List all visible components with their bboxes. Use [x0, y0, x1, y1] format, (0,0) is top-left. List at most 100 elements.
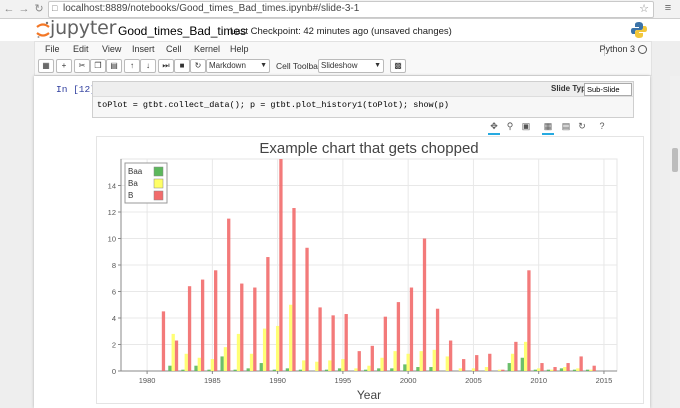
chart-title: Example chart that gets chopped: [259, 140, 478, 157]
browser-menu-icon[interactable]: ≡: [664, 2, 672, 14]
jupyter-logo-text[interactable]: jupyter: [50, 17, 117, 39]
bar-baa: [259, 363, 263, 371]
bar-ba: [275, 325, 280, 371]
menu-insert[interactable]: Insert: [132, 44, 155, 54]
forward-icon[interactable]: →: [18, 3, 30, 15]
help-icon[interactable]: ?: [599, 121, 605, 131]
browser-toolbar: ← → ↻ □ localhost:8889/notebooks/Good_ti…: [0, 0, 680, 19]
chart-toolbar-icon[interactable]: ▩: [390, 59, 406, 73]
move-up-icon[interactable]: ↑: [124, 59, 140, 73]
bar-b: [292, 208, 296, 371]
bar-ba: [210, 359, 215, 371]
page-scrollbar-thumb[interactable]: [672, 148, 678, 172]
reset-icon[interactable]: ↻: [578, 121, 586, 131]
bar-baa: [181, 369, 185, 371]
x-tick-label: 1990: [269, 376, 286, 385]
bar-ba: [523, 341, 528, 371]
chart-container[interactable]: Example chart that gets chopped 0 2 4 6 8 10 12…: [96, 136, 644, 404]
bar-chart[interactable]: Example chart that gets chopped 0 2 4 6 8 10 12…: [97, 137, 643, 403]
legend-label: Ba: [128, 179, 138, 188]
bar-b: [540, 363, 544, 371]
pan-tool-icon[interactable]: ✥: [490, 121, 498, 131]
menu-cell[interactable]: Cell: [166, 44, 182, 54]
bar-b: [422, 238, 427, 371]
jupyter-logo-icon[interactable]: [36, 20, 50, 40]
back-icon[interactable]: ←: [3, 3, 15, 15]
y-tick-label: 4: [112, 314, 116, 323]
tap-tool-icon[interactable]: ▦: [543, 121, 553, 131]
bar-ba: [184, 353, 188, 371]
bar-baa: [429, 367, 433, 371]
menu-file[interactable]: File: [45, 44, 60, 54]
address-bar[interactable]: □ localhost:8889/notebooks/Good_times_Ba…: [48, 1, 654, 18]
bar-ba: [302, 360, 306, 371]
menu-help[interactable]: Help: [230, 44, 249, 54]
bar-b: [279, 159, 283, 371]
bar-baa: [298, 369, 303, 371]
y-tick-label: 0: [112, 367, 116, 376]
box-zoom-tool-icon[interactable]: ▣: [521, 121, 531, 131]
cell-prompt: In [12]:: [56, 84, 102, 95]
bar-b: [592, 365, 596, 371]
insert-cell-icon[interactable]: +: [56, 59, 72, 73]
bar-baa: [246, 368, 250, 371]
bar-b: [200, 279, 205, 371]
page-scrollbar[interactable]: [670, 76, 680, 408]
paste-icon[interactable]: ▤: [106, 59, 122, 73]
restart-icon[interactable]: ↻: [190, 59, 206, 73]
notebook-name[interactable]: Good_times_Bad_times: [118, 24, 247, 38]
menu-edit[interactable]: Edit: [73, 44, 89, 54]
bar-baa: [377, 368, 381, 371]
slide-type-value: Sub-Slide: [587, 85, 620, 94]
url-text: localhost:8889/notebooks/Good_times_Bad_…: [63, 3, 360, 14]
bar-baa: [546, 369, 551, 371]
run-icon[interactable]: ⏭: [158, 59, 174, 73]
x-tick-label: 2015: [596, 376, 613, 385]
bar-b: [435, 308, 440, 371]
cut-icon[interactable]: ✂: [74, 59, 90, 73]
cell-toolbar-select[interactable]: Slideshow ▼: [318, 59, 384, 73]
save-icon[interactable]: ▦: [38, 59, 54, 73]
bar-b: [409, 287, 414, 371]
bar-baa: [507, 363, 511, 371]
menu-view[interactable]: View: [102, 44, 122, 54]
legend-label: B: [128, 191, 133, 200]
notebook-toolbar: ▦ + ✂ ❐ ▤ ↑ ↓ ⏭ ■ ↻ Markdown ▼ Cell Tool…: [34, 57, 652, 76]
bar-baa: [337, 368, 342, 371]
bar-b: [514, 341, 518, 371]
slide-type-select[interactable]: Sub-Slide: [584, 83, 632, 96]
code-input[interactable]: toPlot = gtbt.collect_data(); p = gtbt.p…: [97, 100, 449, 110]
code-cell[interactable]: Slide Type Sub-Slide toPlot = gtbt.colle…: [92, 81, 634, 118]
bar-ba: [249, 353, 254, 371]
bookmark-star-icon[interactable]: ☆: [639, 3, 649, 15]
bar-b: [396, 302, 401, 371]
x-tick-label: 1980: [139, 376, 156, 385]
wheel-zoom-tool-icon[interactable]: ⚲: [506, 121, 514, 131]
bar-ba: [406, 353, 410, 371]
stop-icon[interactable]: ■: [174, 59, 190, 73]
move-down-icon[interactable]: ↓: [140, 59, 156, 73]
bar-baa: [168, 365, 172, 371]
y-tick-label: 8: [112, 261, 116, 270]
bar-ba: [236, 333, 241, 371]
bar-baa: [520, 357, 524, 371]
bar-b: [253, 287, 257, 371]
menu-kernel[interactable]: Kernel: [194, 44, 221, 54]
checkpoint-status: Last Checkpoint: 42 minutes ago (unsaved…: [230, 26, 452, 37]
bar-b: [448, 340, 453, 371]
bar-b: [357, 351, 361, 371]
save-plot-icon[interactable]: ▤: [561, 121, 571, 131]
bar-ba: [510, 353, 515, 371]
bar-b: [227, 218, 231, 371]
bar-ba: [289, 304, 293, 371]
bar-baa: [403, 364, 407, 371]
x-tick-label: 1985: [204, 376, 221, 385]
bar-b: [187, 286, 192, 371]
y-tick-label: 12: [108, 208, 116, 217]
cell-type-select[interactable]: Markdown ▼: [206, 59, 270, 73]
cell-toolbar-label: Cell Toolbar:: [276, 61, 324, 71]
bar-b: [462, 359, 466, 371]
reload-icon[interactable]: ↻: [34, 3, 44, 15]
bar-baa: [194, 365, 198, 371]
copy-icon[interactable]: ❐: [90, 59, 106, 73]
